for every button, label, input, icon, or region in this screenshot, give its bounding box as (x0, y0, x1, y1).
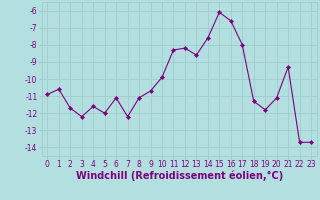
X-axis label: Windchill (Refroidissement éolien,°C): Windchill (Refroidissement éolien,°C) (76, 171, 283, 181)
